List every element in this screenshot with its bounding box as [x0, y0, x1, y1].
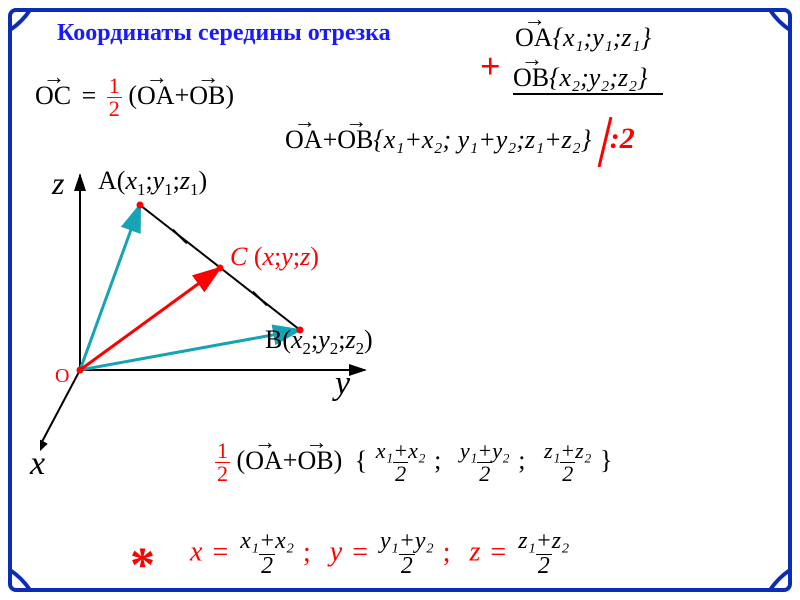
label-a: A(x1;y1;z1) [98, 166, 207, 200]
formula-oc: OC = 1 2 (OA+OB) [35, 75, 234, 120]
vec-oc: OC [35, 81, 71, 111]
label-o: O [55, 365, 69, 388]
formula-sum: OA+OB{x₁+x₂; y₁+y₂;z₁+z₂} :2 [285, 117, 635, 167]
plus-symbol: + [480, 45, 501, 87]
label-x: x [30, 445, 45, 483]
formula-result: x = x₁+x₂2 ; y = y₁+y₂2 ; z = z₁+z₂2 [190, 530, 571, 579]
label-y: y [335, 365, 350, 403]
label-c: C (x;y;z) [230, 242, 319, 272]
label-z: z [52, 165, 64, 202]
vector-oc [80, 268, 220, 370]
formula-half-expand: 1 2 (OA+OB) { x₁+x₂2 ; y₁+y₂2 ; z₁+z₂2 } [215, 440, 612, 485]
tick-1 [173, 227, 187, 246]
point-c [217, 265, 224, 272]
vector-oa [80, 205, 140, 370]
vector-diagram: z y x O A(x1;y1;z1) B(x2;y2;z2) C (x;y;z… [40, 170, 400, 470]
star-icon: * [130, 535, 155, 593]
tick-2 [253, 289, 267, 308]
frac-half: 1 2 [107, 75, 122, 120]
page-title: Координаты середины отрезка [57, 20, 391, 47]
point-a [137, 202, 144, 209]
point-o [77, 367, 84, 374]
label-b: B(x2;y2;z2) [265, 325, 373, 359]
formula-ob-coords: OB{x₂;y₂;z₂} [513, 63, 663, 95]
